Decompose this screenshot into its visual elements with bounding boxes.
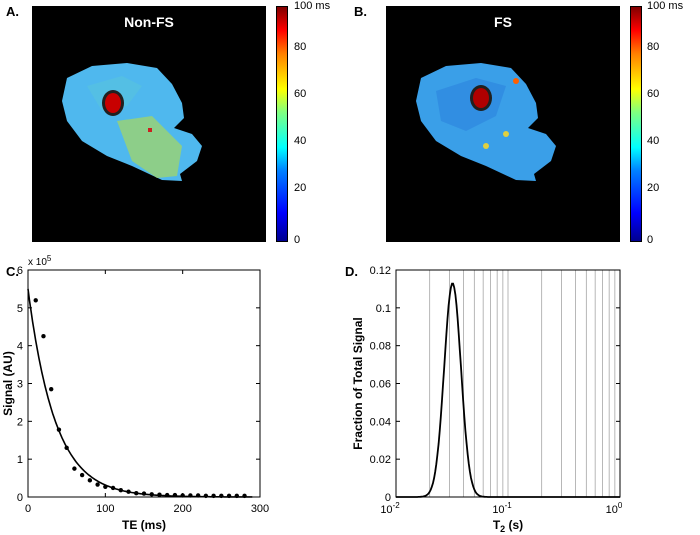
colorbar-a-top: 100 ms [294,0,331,12]
data-point [219,493,224,499]
panel-b-label: B. [354,4,367,19]
data-point [203,493,209,499]
x-tick-label: 200 [173,503,191,515]
colorbar-a-tick: 60 [294,88,307,100]
decay-curve-chart: 0 100 200 300 0 1 2 3 4 5 6 x 105 TE (ms) Signal (AU) [1,254,269,532]
colorbar-b-tick: 20 [647,182,660,194]
data-point [180,493,185,498]
y-tick-label: 0 [385,492,391,504]
data-point [126,489,131,494]
t2-map-fs: FS [386,6,620,242]
y-tick-label: 2 [17,416,23,428]
distribution-curve [396,282,620,498]
panel-a-label: A. [6,4,19,19]
data-point [41,334,46,339]
data-point [56,427,62,432]
x-tick-label: 300 [251,503,269,515]
colorbar-b-tick: 40 [647,135,660,147]
data-point [103,484,108,489]
y-tick-label: 6 [17,265,23,277]
y-tick-label: 0.08 [370,341,391,353]
y-tick-label: 5 [17,303,23,315]
data-point [141,491,147,496]
colorbar-b-tick: 80 [647,41,660,53]
data-point [157,492,162,497]
y-multiplier: x 105 [28,254,52,268]
y-tick-label: 0.06 [370,379,391,391]
y-axis-label: Signal (AU) [1,351,15,416]
colorbar-a-tick: 0 [294,234,301,246]
y-tick-label: 0.02 [370,454,391,466]
fit-curve [27,288,253,498]
t2-map-non-fs: Non-FS [32,6,266,242]
data-point [149,492,154,497]
y-axis-label: Fraction of Total Signal [351,317,365,449]
y-tick-label: 0.04 [370,416,391,428]
data-point [79,472,85,478]
y-tick-label: 0.1 [376,303,391,315]
data-point [95,482,100,487]
thigh-map-non-fs [62,63,202,181]
plot-frame [27,269,261,498]
y-tick-label: 0 [17,492,23,504]
data-point [72,466,77,471]
colorbar-a-tick: 40 [294,135,307,147]
data-point [242,493,247,499]
colorbar-b-tick: 60 [647,88,660,100]
data-point [165,492,170,498]
x-axis-label: TE (ms) [122,518,166,532]
y-tick-label: 0.12 [370,265,391,277]
colorbar-a-tick: 80 [294,41,307,53]
y-tick-label: 4 [17,341,23,353]
x-tick-label: 100 [606,501,623,516]
data-point [49,386,54,392]
data-point [234,493,239,499]
data-point [172,492,178,498]
data-point [118,487,124,493]
y-tick-label: 1 [17,454,23,466]
x-axis-label: T2 (s) [493,518,523,534]
x-tick-label: 10-2 [380,501,400,516]
data-point [110,485,116,491]
data-point [33,298,38,303]
colorbar-b-tick: 0 [647,234,654,246]
x-tick-label: 0 [25,503,31,515]
data-point [226,493,232,499]
panel-c-label: C. [6,264,19,279]
data-point [87,478,93,483]
x-tick-label: 10-1 [492,501,512,516]
data-point [188,493,193,498]
y-tick-label: 3 [17,379,23,391]
x-tick-label: 100 [96,503,114,515]
colorbar-a-tick: 20 [294,182,307,194]
map-title-non-fs: Non-FS [124,14,174,30]
map-title-fs: FS [494,14,512,30]
t2-distribution-chart: 0 0.02 0.04 0.06 0.08 0.1 0.12 10-2 10-1 100 T2 (s… [351,265,623,534]
colorbar-b [630,6,642,242]
data-point [195,493,201,498]
panel-d-label: D. [345,264,358,279]
colorbar-b-top: 100 ms [647,0,684,12]
data-point [211,493,216,499]
thigh-map-fs [416,63,556,181]
colorbar-a [276,6,288,242]
data-point [134,491,139,496]
data-point [64,445,69,451]
